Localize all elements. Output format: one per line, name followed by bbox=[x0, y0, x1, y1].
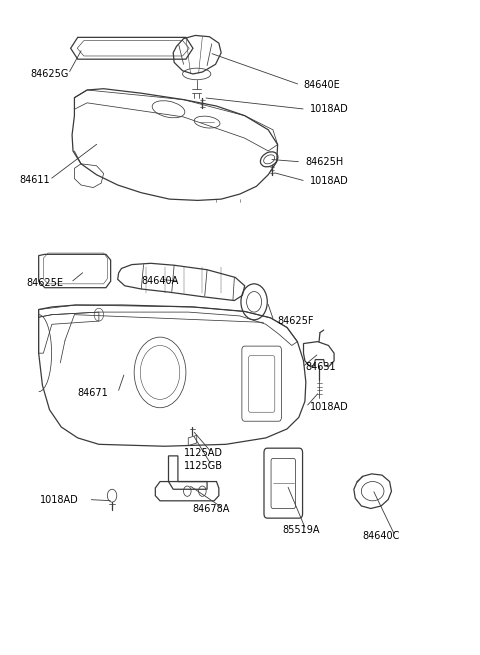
Text: 84640A: 84640A bbox=[141, 276, 179, 286]
Text: 1018AD: 1018AD bbox=[310, 402, 348, 412]
Text: 84640C: 84640C bbox=[362, 531, 400, 541]
Text: 84611: 84611 bbox=[19, 175, 49, 185]
Text: 1125AD: 1125AD bbox=[183, 447, 223, 458]
Text: 84625F: 84625F bbox=[277, 316, 314, 326]
Text: 85519A: 85519A bbox=[282, 525, 320, 534]
Text: 1018AD: 1018AD bbox=[310, 176, 348, 186]
Text: 1018AD: 1018AD bbox=[310, 104, 348, 114]
Text: 1018AD: 1018AD bbox=[40, 495, 79, 504]
Text: 84631: 84631 bbox=[306, 362, 336, 372]
Text: 84678A: 84678A bbox=[192, 504, 229, 514]
Text: 84625H: 84625H bbox=[305, 157, 343, 167]
Text: 84625E: 84625E bbox=[26, 278, 63, 288]
Text: 1125GB: 1125GB bbox=[183, 460, 223, 470]
Text: 84625G: 84625G bbox=[31, 69, 69, 79]
Text: 84640E: 84640E bbox=[303, 80, 340, 90]
Text: 84671: 84671 bbox=[78, 388, 108, 398]
